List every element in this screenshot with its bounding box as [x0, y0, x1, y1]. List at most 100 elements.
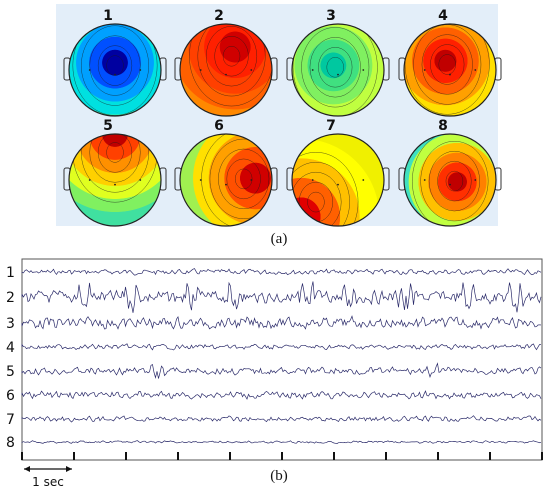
- electrode-dot: [362, 69, 365, 71]
- electrode-dot: [423, 69, 426, 71]
- scalp-map: [179, 23, 273, 117]
- scalp-map: [403, 133, 497, 227]
- electrode-dot: [337, 73, 339, 76]
- contour-line: [72, 24, 158, 116]
- channel-label: 8: [6, 435, 15, 451]
- electrode-dot: [139, 179, 142, 181]
- panel-b-caption: (b): [270, 468, 288, 484]
- contour-line: [292, 151, 359, 226]
- scalp-map: [291, 23, 385, 117]
- channel-label: 5: [6, 364, 15, 380]
- electrode-dot: [139, 69, 142, 71]
- contour-line: [428, 150, 480, 212]
- electrode-dot: [199, 69, 202, 71]
- contour-line: [218, 148, 270, 210]
- topomap-label: 1: [103, 8, 113, 24]
- electrode-dot: [114, 73, 116, 76]
- contour-line: [89, 35, 141, 96]
- contour-line: [205, 26, 258, 87]
- electrode-dot: [423, 179, 426, 181]
- electrode-dot: [449, 73, 451, 76]
- eeg-traces: 1 2 3 4 5 6 7 8: [6, 265, 542, 451]
- contour-line: [438, 54, 456, 75]
- contour-line: [404, 24, 490, 115]
- contour-line: [292, 171, 342, 226]
- electrode-dot: [449, 183, 451, 186]
- contour-line: [222, 45, 241, 67]
- scalp-map: [291, 133, 385, 227]
- contour-line: [301, 27, 370, 108]
- electrode-dot: [311, 69, 314, 71]
- electrode-dot: [225, 183, 227, 186]
- eeg-trace-channel-1: [21, 268, 542, 276]
- channel-label: 1: [6, 265, 15, 281]
- contour-line: [309, 37, 361, 98]
- contour-line: [214, 36, 249, 77]
- contour-line: [81, 134, 149, 193]
- contour-line: [318, 47, 353, 88]
- channel-label: 4: [6, 340, 15, 356]
- eeg-trace-channel-2: [21, 281, 542, 313]
- topomap-label: 7: [326, 118, 336, 134]
- channel-label: 7: [6, 412, 15, 428]
- electrode-dot: [250, 69, 253, 71]
- panel-a-caption: (a): [271, 231, 288, 247]
- eeg-trace-channel-8: [21, 440, 542, 444]
- topomap-2: 2: [174, 8, 278, 117]
- scalp-map: [68, 133, 162, 227]
- electrode-dot: [114, 183, 116, 186]
- contour-line: [189, 24, 272, 107]
- eeg-trace-channel-6: [21, 390, 542, 400]
- contour-line: [106, 142, 124, 163]
- contour-line: [413, 24, 482, 105]
- contour-line: [97, 134, 133, 173]
- topomap-label: 2: [214, 8, 224, 24]
- contour-line: [411, 134, 496, 226]
- contour-line: [97, 45, 133, 86]
- electrode-dot: [88, 179, 91, 181]
- topomap-grid: 1 2 3 4 5 6 7 8: [63, 8, 502, 227]
- electrode-dot: [362, 179, 365, 181]
- contour-line: [292, 24, 378, 116]
- topomap-label: 8: [438, 118, 448, 134]
- topomap-7: 7: [286, 118, 390, 227]
- scalp-map: [403, 23, 497, 117]
- topomap-8: 8: [398, 118, 502, 227]
- eeg-trace-channel-7: [21, 415, 542, 423]
- electrode-dot: [199, 179, 202, 181]
- electrode-dot: [88, 69, 91, 71]
- electrode-dot: [474, 179, 477, 181]
- contour-line: [234, 168, 253, 190]
- electrode-dot: [337, 183, 339, 186]
- topomap-4: 4: [398, 8, 502, 117]
- topomap-3: 3: [286, 8, 390, 117]
- time-scale-bar: [24, 466, 72, 472]
- contour-line: [420, 140, 489, 222]
- contour-line: [307, 191, 325, 213]
- contour-line: [445, 170, 464, 192]
- contour-line: [421, 34, 473, 95]
- time-scale-label: 1 sec: [32, 475, 64, 489]
- topomap-label: 5: [103, 118, 113, 134]
- contour-line: [209, 138, 272, 220]
- topomap-6: 6: [174, 118, 278, 227]
- electrode-dot: [250, 179, 253, 181]
- time-axis-ticks: [21, 452, 543, 460]
- eeg-plot-frame: [21, 258, 543, 461]
- channel-label: 3: [6, 316, 15, 332]
- contour-line: [292, 161, 350, 226]
- contour-line: [430, 44, 465, 85]
- contour-line: [106, 55, 124, 76]
- channel-label: 2: [6, 290, 15, 306]
- electrode-dot: [311, 179, 314, 181]
- eeg-trace-channel-3: [21, 315, 542, 330]
- topomap-label: 6: [214, 118, 224, 134]
- scalp-map: [68, 23, 162, 117]
- topomap-label: 3: [326, 8, 336, 24]
- topomap-label: 4: [438, 8, 448, 24]
- contour-line: [437, 160, 472, 202]
- contour-line: [226, 158, 261, 200]
- contour-line: [201, 134, 272, 226]
- eeg-trace-channel-5: [21, 362, 542, 379]
